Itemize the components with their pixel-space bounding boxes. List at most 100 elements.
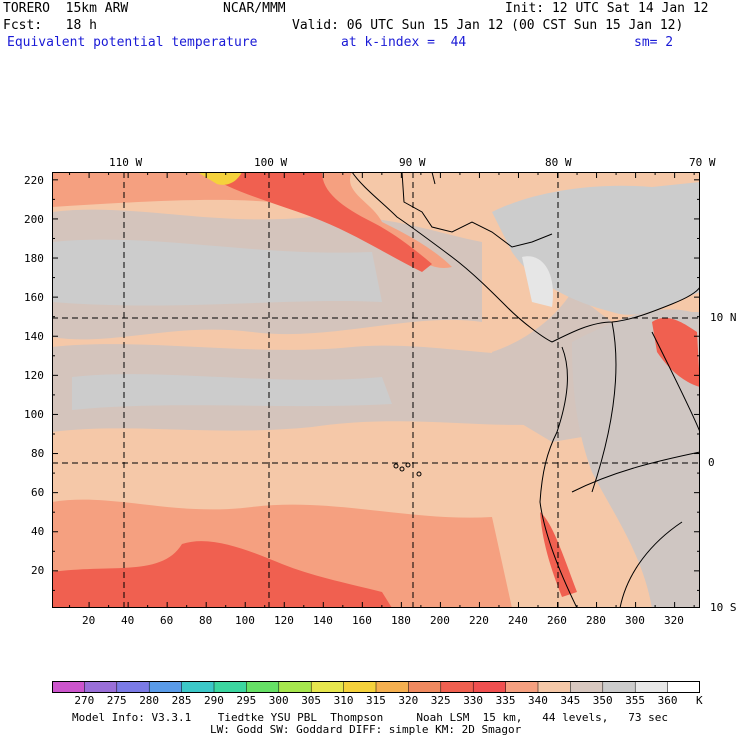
colorbar-label: 280	[139, 694, 160, 707]
y-label-80: 80	[31, 447, 45, 460]
colorbar-swatch	[181, 681, 215, 693]
coastlines	[351, 172, 700, 608]
x-label-140: 140	[313, 614, 333, 627]
lon-label-100w: 100 W	[254, 156, 288, 169]
colorbar-label: 345	[560, 694, 581, 707]
yellow-spot-mexico	[197, 172, 242, 185]
colorbar-swatch	[537, 681, 572, 693]
grey-band-core	[52, 239, 382, 306]
colorbar-label: 310	[333, 694, 354, 707]
colorbar-label: 295	[236, 694, 257, 707]
model-name: TORERO 15km ARW	[3, 1, 129, 16]
x-label-40: 40	[121, 614, 135, 627]
lat-label-10n: 10 N	[710, 311, 737, 324]
colorbar-swatch	[570, 681, 604, 693]
colorbar-swatch	[634, 681, 669, 693]
colorbar-swatch	[375, 681, 410, 693]
colorbar-label: 325	[430, 694, 451, 707]
x-label-280: 280	[586, 614, 606, 627]
colorbar-swatch	[246, 681, 280, 693]
x-label-200: 200	[430, 614, 450, 627]
colorbar-swatch	[408, 681, 442, 693]
grey-region-south-america	[572, 309, 700, 608]
smoothing-label: sm= 2	[634, 35, 674, 50]
colorbar-label: 305	[301, 694, 322, 707]
x-label-80: 80	[199, 614, 213, 627]
colorbar-swatch	[505, 681, 539, 693]
coast-panama-colombia	[551, 286, 700, 343]
colorbar-swatch	[667, 681, 700, 693]
border-peru-bolivia	[619, 521, 683, 608]
colorbar-label: 315	[366, 694, 386, 707]
colorbar-label: 320	[398, 694, 419, 707]
footer-model-info: Model Info: V3.3.1 Tiedtke YSU PBL Thomp…	[72, 711, 669, 724]
graticule	[52, 172, 700, 608]
y-label-200: 200	[24, 213, 44, 226]
warm-region-north	[52, 172, 452, 268]
map-frame	[52, 172, 700, 608]
grey-band-middle-core	[72, 374, 392, 410]
colorbar-label: 275	[106, 694, 127, 707]
hot-region-mexico-coast	[202, 172, 432, 272]
lat-label-10s: 10 S	[710, 601, 737, 614]
x-label-160: 160	[352, 614, 372, 627]
y-label-120: 120	[24, 369, 44, 382]
colorbar-label: 270	[74, 694, 95, 707]
colorbar-swatch	[213, 681, 248, 693]
x-label-100: 100	[235, 614, 255, 627]
hot-band-south	[52, 541, 392, 608]
theta-e-map	[52, 172, 700, 608]
coast-south-america-pacific	[539, 346, 578, 608]
init-time: Init: 12 UTC Sat 14 Jan 12	[505, 1, 709, 16]
x-label-300: 300	[625, 614, 645, 627]
x-label-320: 320	[664, 614, 684, 627]
y-label-100: 100	[24, 408, 44, 421]
border-colombia-venezuela	[651, 331, 700, 433]
field-name: Equivalent potential temperature	[7, 35, 258, 50]
colorbar-swatch	[278, 681, 312, 693]
x-label-20: 20	[82, 614, 96, 627]
colorbar-label: 290	[204, 694, 224, 707]
x-label-120: 120	[274, 614, 294, 627]
colorbar-swatch	[343, 681, 377, 693]
colorbar-swatch	[116, 681, 150, 693]
island-galapagos-1	[393, 463, 399, 469]
coast-central-america	[351, 172, 553, 343]
hot-region-colombia	[652, 317, 700, 387]
x-label-260: 260	[547, 614, 567, 627]
colorbar-swatch	[52, 681, 86, 693]
colorbar-label: 350	[592, 694, 613, 707]
colorbar-swatch	[440, 681, 474, 693]
light-patch-caribbean	[522, 256, 553, 307]
colorbar-label: 285	[171, 694, 192, 707]
colorbar-swatch	[148, 681, 183, 693]
forecast-hour: Fcst: 18 h	[3, 18, 97, 33]
y-label-140: 140	[24, 330, 44, 343]
colorbar-label: 335	[495, 694, 516, 707]
center-name: NCAR/MMM	[223, 1, 286, 16]
y-label-20: 20	[31, 564, 45, 577]
colorbar-label: 355	[625, 694, 646, 707]
x-label-220: 220	[469, 614, 489, 627]
colorbar-swatch	[472, 681, 507, 693]
x-label-240: 240	[508, 614, 528, 627]
lat-label-equator: 0	[708, 456, 715, 469]
colorbar-swatch	[84, 681, 118, 693]
coast-gulf	[431, 172, 436, 185]
lon-label-90w: 90 W	[399, 156, 426, 169]
level-label: at k-index = 44	[341, 35, 467, 50]
border-peru-brazil	[571, 451, 700, 493]
y-label-220: 220	[24, 174, 44, 187]
valid-time: Valid: 06 UTC Sun 15 Jan 12 (00 CST Sun …	[292, 18, 684, 33]
y-label-60: 60	[31, 486, 45, 499]
x-label-180: 180	[391, 614, 411, 627]
y-label-180: 180	[24, 252, 44, 265]
y-label-40: 40	[31, 525, 45, 538]
colorbar-frame	[52, 681, 700, 693]
lon-label-80w: 80 W	[545, 156, 572, 169]
footer-physics-info: LW: Godd SW: Goddard DIFF: simple KM: 2D…	[210, 723, 522, 736]
lon-label-70w: 70 W	[689, 156, 716, 169]
colorbar-label: 330	[463, 694, 484, 707]
colorbar-unit: K	[696, 694, 703, 707]
x-label-60: 60	[160, 614, 174, 627]
